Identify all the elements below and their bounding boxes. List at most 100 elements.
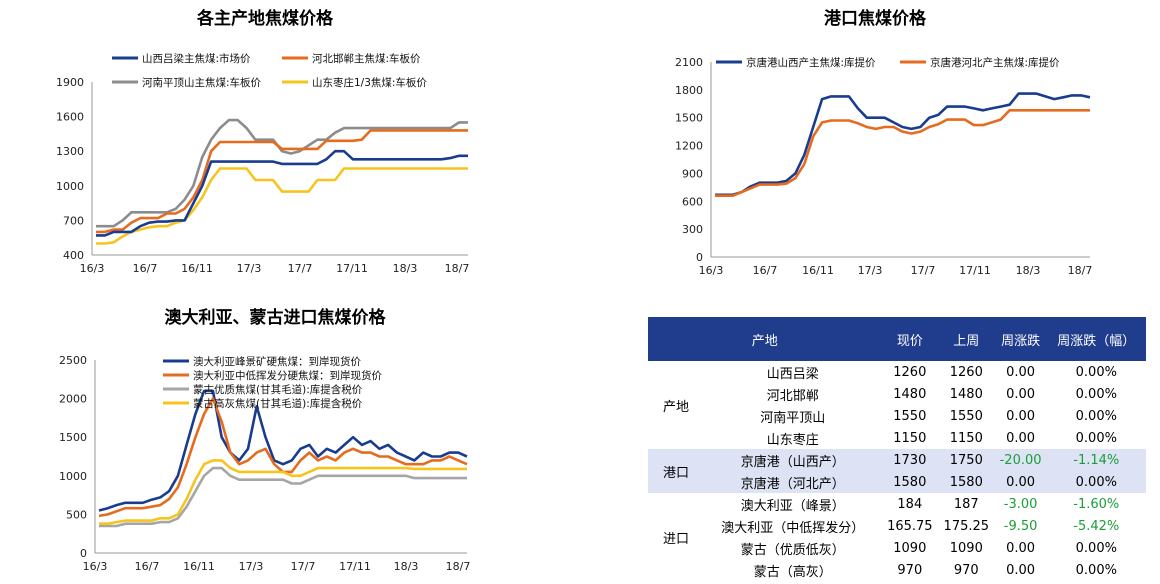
table-cell: 0.00% bbox=[1075, 430, 1117, 446]
chart1-x-tick: 17/11 bbox=[336, 262, 368, 275]
chart2-y-tick: 1500 bbox=[675, 112, 703, 125]
table-header-cell: 周涨跌 bbox=[994, 317, 1047, 361]
chart3-x-tick: 17/3 bbox=[239, 560, 264, 573]
table-cell: -9.50 bbox=[1003, 518, 1038, 534]
chart3-legend-label: 蒙古优质焦煤(甘其毛道):库提含税价 bbox=[193, 383, 363, 396]
chart3-x-tick: 16/11 bbox=[183, 560, 215, 573]
chart1-legend-label: 山东枣庄1/3焦煤:车板价 bbox=[312, 76, 427, 89]
table-cell: 0.00% bbox=[1075, 386, 1117, 402]
chart2-y-tick: 300 bbox=[682, 223, 703, 236]
table-cell: 175.25 bbox=[943, 518, 990, 534]
chart3-y-tick: 0 bbox=[80, 547, 87, 560]
chart3-series-line bbox=[99, 466, 467, 528]
chart3-title: 澳大利亚、蒙古进口焦煤价格 bbox=[164, 308, 386, 328]
table-cell: 970 bbox=[897, 562, 923, 578]
chart1-y-tick: 700 bbox=[63, 214, 84, 227]
chart1-y-tick: 1000 bbox=[56, 180, 84, 193]
table-cell: 0.00 bbox=[1006, 430, 1036, 446]
table-cell: 1260 bbox=[893, 364, 927, 380]
table-cell: 1150 bbox=[949, 430, 983, 446]
chart1-x-tick: 18/3 bbox=[393, 262, 418, 275]
table-cell: -1.60% bbox=[1073, 496, 1120, 512]
table-cell: 0.00% bbox=[1075, 562, 1117, 578]
chart3-x-tick: 18/7 bbox=[446, 560, 471, 573]
chart3-x-tick: 18/3 bbox=[394, 560, 419, 573]
chart1-x-tick: 16/7 bbox=[133, 262, 158, 275]
chart2-y-tick: 0 bbox=[696, 251, 703, 264]
table-row: 山东枣庄 1150 1150 0.00 0.00% bbox=[648, 427, 1146, 449]
table-row: 蒙古（高灰） 970 970 0.00 0.00% bbox=[648, 559, 1146, 581]
price-table: 产地 现价 上周 周涨跌 周涨跌（幅） 产地 山西吕梁 1260 1260 0.00 0.00% 河… bbox=[648, 317, 1146, 581]
table-cell: 187 bbox=[953, 496, 979, 512]
chart1-legend-label: 河南平顶山主焦煤:车板价 bbox=[142, 76, 262, 89]
table-cell: 184 bbox=[897, 496, 923, 512]
chart1-series-line bbox=[96, 118, 468, 228]
table-cell: 0.00 bbox=[1006, 540, 1036, 556]
chart2-y-tick: 1800 bbox=[675, 84, 703, 97]
table-cell: -1.14% bbox=[1046, 449, 1146, 471]
table-cell: 澳大利亚（峰景） bbox=[740, 498, 845, 514]
table-cell: 河北邯郸 bbox=[766, 388, 819, 404]
table-group-label: 产地 bbox=[662, 399, 689, 415]
chart2-series-line bbox=[715, 109, 1090, 197]
table-cell: 165.75 bbox=[887, 518, 933, 534]
chart3-y-tick: 500 bbox=[66, 508, 87, 521]
table-cell: 蒙古（高灰） bbox=[753, 564, 832, 580]
table-cell: 970 bbox=[953, 562, 979, 578]
chart3-y-tick: 1500 bbox=[59, 431, 87, 444]
chart2-legend-label: 京唐港山西产主焦煤:库提价 bbox=[746, 56, 876, 69]
table-cell: 1750 bbox=[938, 449, 995, 471]
table-cell: 京唐港（山西产） bbox=[704, 449, 882, 471]
table-cell: 1480 bbox=[949, 386, 983, 402]
chart2-x-tick: 18/7 bbox=[1068, 264, 1093, 277]
table-group-label: 港口 bbox=[648, 449, 704, 493]
chart2-y-tick: 2100 bbox=[675, 56, 703, 69]
table-cell: -5.42% bbox=[1073, 518, 1120, 534]
table-cell: 0.00 bbox=[1006, 364, 1036, 380]
chart3-legend-label: 澳大利亚峰景矿硬焦煤：到岸现货价 bbox=[193, 355, 361, 368]
chart2-x-tick: 16/7 bbox=[753, 264, 778, 277]
chart3-series-line bbox=[98, 389, 468, 512]
table-cell: 山东枣庄 bbox=[766, 432, 819, 448]
chart1-y-tick: 400 bbox=[63, 249, 84, 262]
chart2-y-tick: 600 bbox=[682, 195, 703, 208]
chart1-title: 各主产地焦煤价格 bbox=[197, 9, 333, 29]
table-group-label: 进口 bbox=[662, 531, 689, 547]
chart2-x-tick: 16/3 bbox=[699, 264, 724, 277]
chart2-title: 港口焦煤价格 bbox=[824, 9, 926, 29]
table-row: 河南平顶山 1550 1550 0.00 0.00% bbox=[648, 405, 1146, 427]
chart1-x-tick: 18/7 bbox=[445, 262, 470, 275]
table-cell: 1730 bbox=[881, 449, 939, 471]
table-row: 港口 京唐港（山西产） 1730 1750 -20.00 -1.14% bbox=[648, 449, 1146, 493]
chart2-x-tick: 16/11 bbox=[802, 264, 834, 277]
table-cell: 澳大利亚（中低挥发分） bbox=[721, 520, 865, 536]
table-header-cell: 产地 bbox=[648, 317, 882, 361]
table-cell: -3.00 bbox=[1003, 496, 1038, 512]
chart1-x-tick: 17/3 bbox=[237, 262, 262, 275]
table-cell: 1550 bbox=[893, 408, 927, 424]
table-header-cell: 上周 bbox=[938, 317, 995, 361]
table-header-row: 产地 现价 上周 周涨跌 周涨跌（幅） bbox=[648, 317, 1146, 361]
table-cell: 0.00 bbox=[1006, 386, 1036, 402]
chart3-y-tick: 2500 bbox=[59, 354, 87, 367]
table-cell: 1090 bbox=[893, 540, 927, 556]
chart1-x-tick: 16/3 bbox=[80, 262, 105, 275]
table-row: 河北邯郸 1480 1480 0.00 0.00% bbox=[648, 383, 1146, 405]
chart2-x-tick: 17/3 bbox=[858, 264, 883, 277]
chart3-y-tick: 1000 bbox=[59, 470, 87, 483]
table-cell: 0.00% bbox=[1075, 364, 1117, 380]
chart3-x-tick: 16/3 bbox=[83, 560, 108, 573]
chart1-y-tick: 1600 bbox=[56, 111, 84, 124]
table-cell: 1550 bbox=[949, 408, 983, 424]
table-cell: 0.00 bbox=[1006, 562, 1036, 578]
table-row: 澳大利亚（中低挥发分） 165.75 175.25 -9.50 -5.42% bbox=[648, 515, 1146, 537]
chart2-y-tick: 1200 bbox=[675, 140, 703, 153]
table-cell: 山西吕梁 bbox=[766, 366, 819, 382]
table-row: 进口 澳大利亚（峰景） 184 187 -3.00 -1.60% bbox=[648, 493, 1146, 547]
chart1-x-tick: 16/11 bbox=[181, 262, 213, 275]
chart2-legend-label: 京唐港河北产主焦煤:库提价 bbox=[930, 56, 1060, 69]
table-cell: 0.00% bbox=[1075, 408, 1117, 424]
